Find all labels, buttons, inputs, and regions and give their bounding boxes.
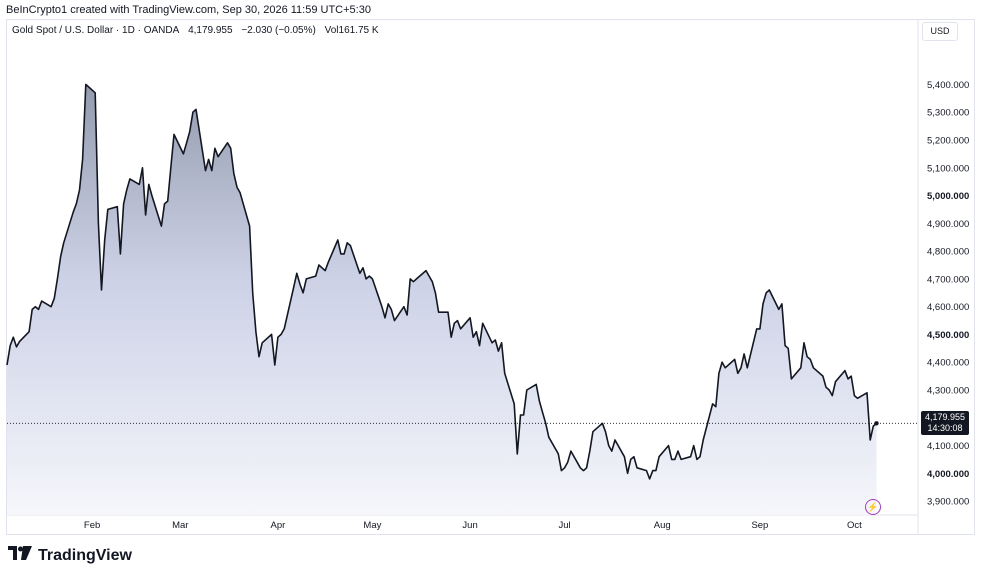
y-tick-label: 4,000.000 [927,469,969,480]
y-tick-label: 5,000.000 [927,191,969,202]
last-price-label: 4,179.955 [924,412,966,422]
x-tick-label: Oct [847,520,862,531]
y-tick-label: 4,500.000 [927,330,969,341]
chart-panel[interactable] [6,19,975,535]
x-tick-label: Mar [172,520,188,531]
creator-caption: BeInCrypto1 created with TradingView.com… [6,4,371,16]
y-tick-label: 4,100.000 [927,441,969,452]
price-line [6,83,878,480]
y-tick-label: 5,400.000 [927,80,969,91]
bar-countdown: 14:30:08 [927,423,963,433]
brand-name: TradingView [38,546,132,564]
symbol-legend[interactable]: Gold Spot / U.S. Dollar · 1D · OANDA 4,1… [12,25,385,36]
y-tick-label: 3,900.000 [927,497,969,508]
tradingview-logo-icon [8,546,32,565]
y-tick-label: 5,100.000 [927,163,969,174]
x-tick-label: Aug [654,520,671,531]
y-tick-label: 4,900.000 [927,219,969,230]
x-tick-label: Sep [751,520,768,531]
y-tick-label: 4,300.000 [927,386,969,397]
x-tick-label: Apr [271,520,286,531]
series-line [6,83,879,480]
tradingview-logo[interactable]: TradingView [8,546,132,565]
volume-value: Vol161.75 K [324,25,379,36]
y-tick-label: 4,700.000 [927,274,969,285]
time-axis[interactable]: Feb Mar Apr May Jun Jul Aug Sep Oct [84,520,862,531]
x-tick-label: Feb [84,520,100,531]
x-tick-label: May [363,520,381,531]
y-tick-label: 5,300.000 [927,108,969,119]
area-shape [7,84,877,516]
area-fill [7,84,877,516]
lightning-icon[interactable]: ⚡ [865,499,881,515]
y-tick-label: 4,600.000 [927,302,969,313]
y-tick-label: 4,800.000 [927,247,969,258]
y-tick-label: 5,200.000 [927,136,969,147]
currency-button[interactable]: USD [922,22,958,41]
x-tick-label: Jul [559,520,571,531]
symbol-name: Gold Spot / U.S. Dollar · 1D · OANDA [12,25,180,36]
x-tick-label: Jun [462,520,477,531]
last-value: 4,179.955 [188,25,233,36]
change-value: −2.030 (−0.05%) [241,25,316,36]
price-axis[interactable]: 3,900.000 4,000.000 4,100.000 4,300.000 4,40… [927,80,969,508]
y-tick-label: 4,400.000 [927,358,969,369]
last-price-badge: 4,179.955 14:30:08 [921,411,969,435]
last-point-marker [874,421,879,426]
